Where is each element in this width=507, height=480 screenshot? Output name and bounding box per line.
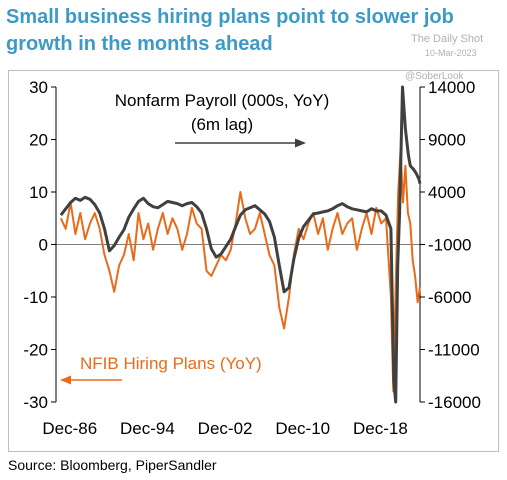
right-axis-tick-label: -6000 <box>428 288 471 307</box>
nfib-annotation: NFIB Hiring Plans (YoY) <box>80 354 262 373</box>
axes-group: 30 20 10 0 -10 -20 -30 14000 9000 4000 -1000 -6000 -… <box>23 78 481 438</box>
left-axis-tick-label: -20 <box>23 341 48 360</box>
right-axis-tick-label: 4000 <box>428 183 466 202</box>
chart-canvas: 30 20 10 0 -10 -20 -30 14000 9000 4000 -1000 -6000 -… <box>23 78 481 438</box>
right-axis-tick-label: 9000 <box>428 131 466 150</box>
source-note: Source: Bloomberg, PiperSandler <box>8 457 217 473</box>
chart-title: Small business hiring plans point to slo… <box>6 6 454 55</box>
annotations-group: Nonfarm Payroll (000s, YoY) (6m lag) NFI… <box>60 91 329 385</box>
watermark-handle: @SoberLook <box>405 71 464 82</box>
watermark-publisher: The Daily Shot <box>411 33 484 45</box>
nfib-arrow-head <box>60 375 71 385</box>
left-axis-tick-label: 30 <box>29 78 48 97</box>
lag-annotation: (6m lag) <box>191 115 253 134</box>
left-axis-tick-label: -30 <box>23 393 48 412</box>
chart-frame <box>8 70 499 452</box>
right-axis-tick-label: -1000 <box>428 236 471 255</box>
left-axis-tick-label: -10 <box>23 288 48 307</box>
right-axis-tick-label: -16000 <box>428 393 481 412</box>
x-axis-tick-label: Dec-02 <box>198 419 253 438</box>
watermark-date: 10-Mar-2023 <box>425 48 477 58</box>
right-axis-tick-label: 14000 <box>428 78 475 97</box>
x-axis-tick-label: Dec-94 <box>120 419 175 438</box>
payroll-arrow-head <box>295 138 306 148</box>
left-axis-tick-label: 10 <box>29 183 48 202</box>
series-group <box>59 85 422 404</box>
left-axis-tick-label: 0 <box>39 236 48 255</box>
payroll-annotation: Nonfarm Payroll (000s, YoY) <box>115 91 330 110</box>
nonfarm-payroll-line <box>59 85 422 404</box>
right-axis-tick-label: -11000 <box>428 341 480 360</box>
x-axis-tick-label: Dec-18 <box>353 419 408 438</box>
x-axis-tick-label: Dec-10 <box>275 419 330 438</box>
left-axis-tick-label: 20 <box>29 131 48 150</box>
nfib-hiring-plans-line <box>59 149 421 393</box>
x-axis-tick-label: Dec-86 <box>42 419 97 438</box>
